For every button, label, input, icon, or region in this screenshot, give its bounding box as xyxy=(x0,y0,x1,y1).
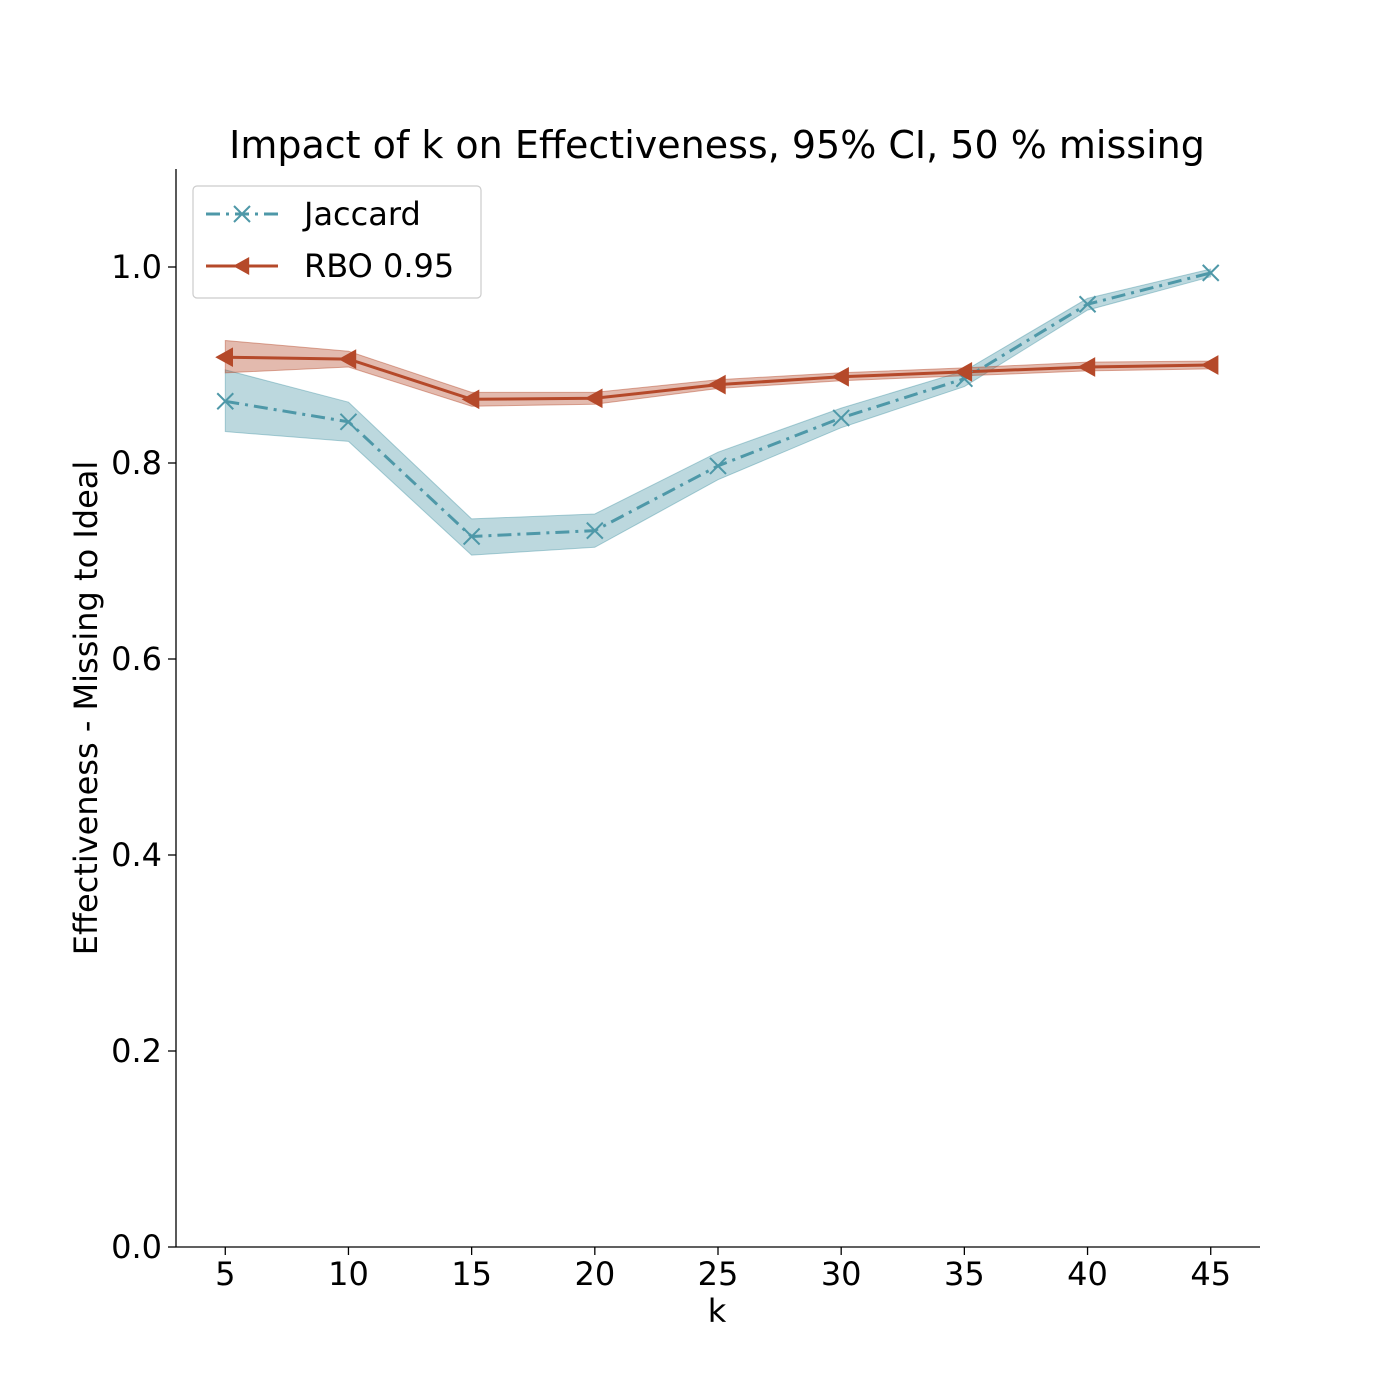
axes xyxy=(175,169,1260,1248)
x-tick-label: 25 xyxy=(698,1255,739,1293)
data-point-rbo-0-95 xyxy=(1077,357,1096,377)
x-tick-label: 30 xyxy=(821,1255,862,1293)
legend: Jaccard RBO 0.95 xyxy=(192,185,482,299)
legend-item-rbo-0-95: RBO 0.95 xyxy=(206,247,454,285)
confidence-bands xyxy=(224,268,1212,556)
data-point-rbo-0-95 xyxy=(831,366,849,387)
x-ticks: 5 10 15 20 25 30 35 40 45 xyxy=(215,1247,1231,1293)
x-tick-label: 35 xyxy=(944,1255,985,1293)
data-point-jaccard xyxy=(339,413,358,431)
x-tick-label: 10 xyxy=(328,1255,369,1293)
x-tick-label: 40 xyxy=(1067,1255,1108,1293)
y-tick-label: 0.8 xyxy=(111,444,162,482)
legend-item-jaccard: Jaccard xyxy=(206,195,421,233)
data-point-jaccard xyxy=(216,392,234,410)
data-point-rbo-0-95 xyxy=(215,347,233,368)
chart-title: Impact of k on Effectiveness, 95% CI, 50… xyxy=(229,123,1205,167)
data-point-jaccard xyxy=(1078,295,1097,313)
data-point-rbo-0-95 xyxy=(1200,355,1219,375)
data-point-rbo-0-95 xyxy=(584,388,603,409)
x-tick-label: 5 xyxy=(215,1255,235,1293)
data-point-jaccard xyxy=(832,409,850,427)
x-tick-label: 15 xyxy=(451,1255,492,1293)
data-point-rbo-0-95 xyxy=(954,362,973,382)
data-point-jaccard xyxy=(462,527,481,546)
y-tick-label: 0.4 xyxy=(111,836,162,874)
data-point-rbo-0-95 xyxy=(338,349,357,369)
x-axis-label: k xyxy=(708,1292,727,1330)
legend-label: Jaccard xyxy=(302,195,421,233)
legend-label: RBO 0.95 xyxy=(304,247,454,285)
data-point-jaccard xyxy=(709,457,727,475)
x-tick-label: 20 xyxy=(574,1255,615,1293)
series-markers xyxy=(215,264,1220,546)
y-tick-label: 0.2 xyxy=(111,1032,162,1070)
y-tick-label: 0.6 xyxy=(111,640,162,678)
data-point-jaccard xyxy=(586,521,604,540)
ci-band-jaccard xyxy=(224,268,1212,556)
data-point-rbo-0-95 xyxy=(461,389,480,410)
y-tick-label: 0.0 xyxy=(111,1228,162,1266)
x-tick-label: 45 xyxy=(1190,1255,1231,1293)
legend-marker xyxy=(233,205,251,223)
data-point-rbo-0-95 xyxy=(707,374,726,395)
ci-band-rbo-0-95 xyxy=(224,339,1212,407)
y-ticks: 0.0 0.2 0.4 0.6 0.8 1.0 xyxy=(111,248,176,1266)
data-point-jaccard xyxy=(1202,264,1220,282)
y-axis-label: Effectiveness - Missing to Ideal xyxy=(67,461,105,956)
y-tick-label: 1.0 xyxy=(111,248,162,286)
legend-marker xyxy=(233,257,250,275)
